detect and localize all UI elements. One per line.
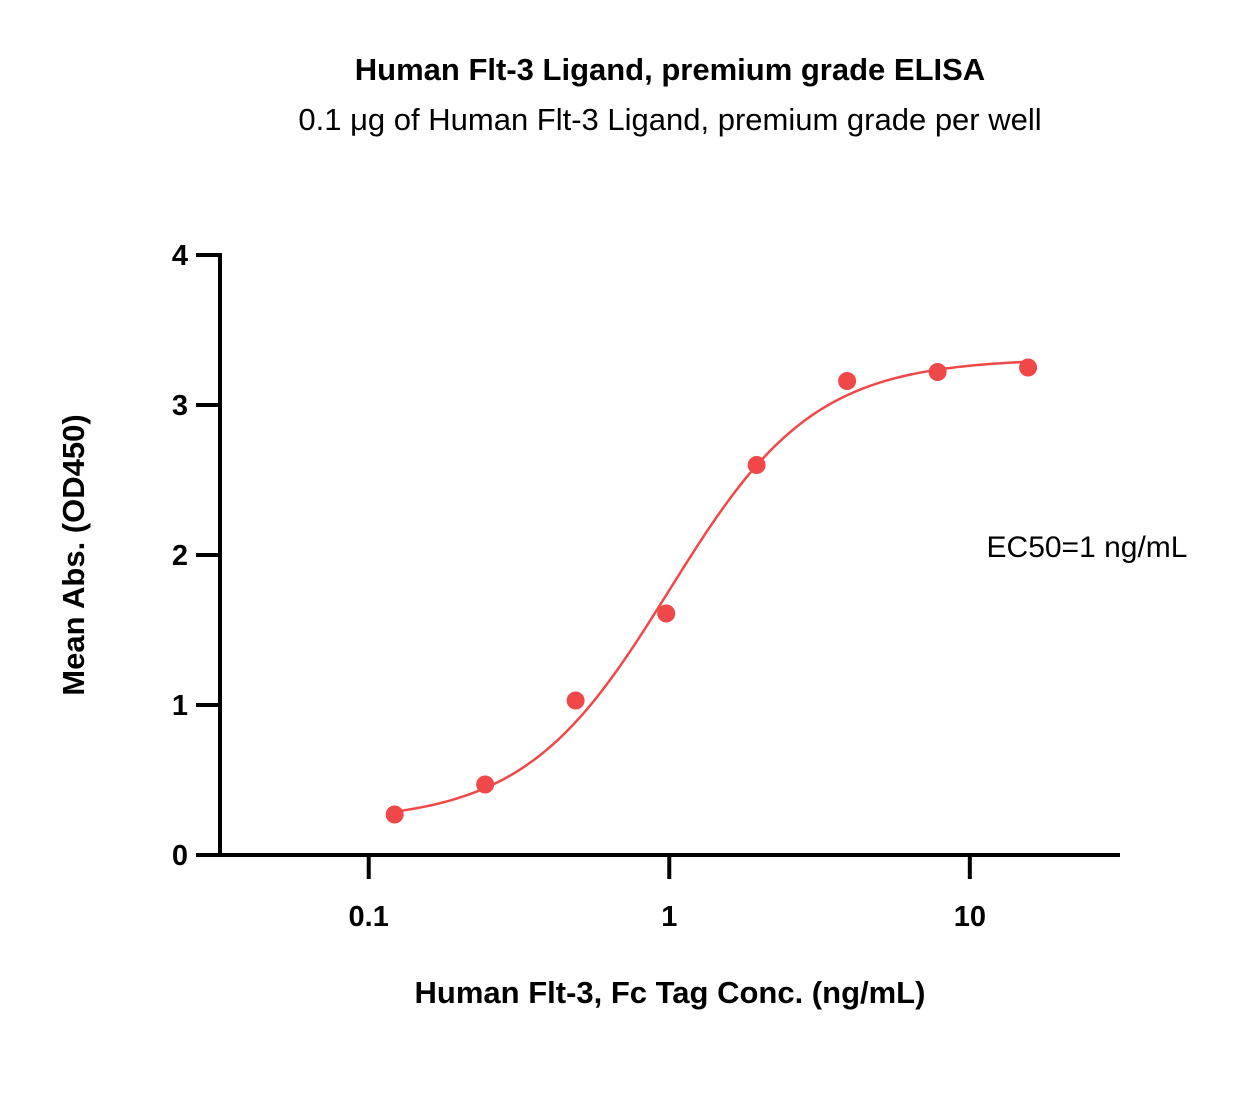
y-ticks: 0 1 2 3 4 <box>172 240 220 872</box>
y-axis-label: Mean Abs. (OD450) <box>56 414 91 695</box>
data-point <box>747 456 766 474</box>
data-point <box>838 372 857 390</box>
data-point <box>385 805 404 824</box>
data-point <box>928 363 947 381</box>
x-tick-label: 0.1 <box>349 901 389 933</box>
axes <box>218 253 1120 857</box>
fit-curve <box>394 360 1029 813</box>
data-point <box>476 775 495 794</box>
data-points <box>385 358 1038 824</box>
ec50-annotation: EC50=1 ng/mL <box>987 531 1188 564</box>
x-tick-label: 10 <box>954 901 986 933</box>
chart-subtitle: 0.1 μg of Human Flt-3 Ligand, premium gr… <box>298 102 1041 137</box>
x-ticks: 0.1 1 10 <box>349 855 986 933</box>
data-point <box>566 691 585 710</box>
data-point <box>1019 358 1038 377</box>
y-tick-label: 3 <box>172 390 188 422</box>
x-tick-label: 1 <box>661 901 677 933</box>
y-tick-label: 4 <box>172 240 188 272</box>
x-axis-label: Human Flt-3, Fc Tag Conc. (ng/mL) <box>415 975 926 1010</box>
chart-title: Human Flt-3 Ligand, premium grade ELISA <box>355 52 985 87</box>
y-tick-label: 1 <box>172 690 188 722</box>
y-tick-label: 2 <box>172 540 188 572</box>
data-point <box>657 604 676 623</box>
y-tick-label: 0 <box>172 840 188 872</box>
